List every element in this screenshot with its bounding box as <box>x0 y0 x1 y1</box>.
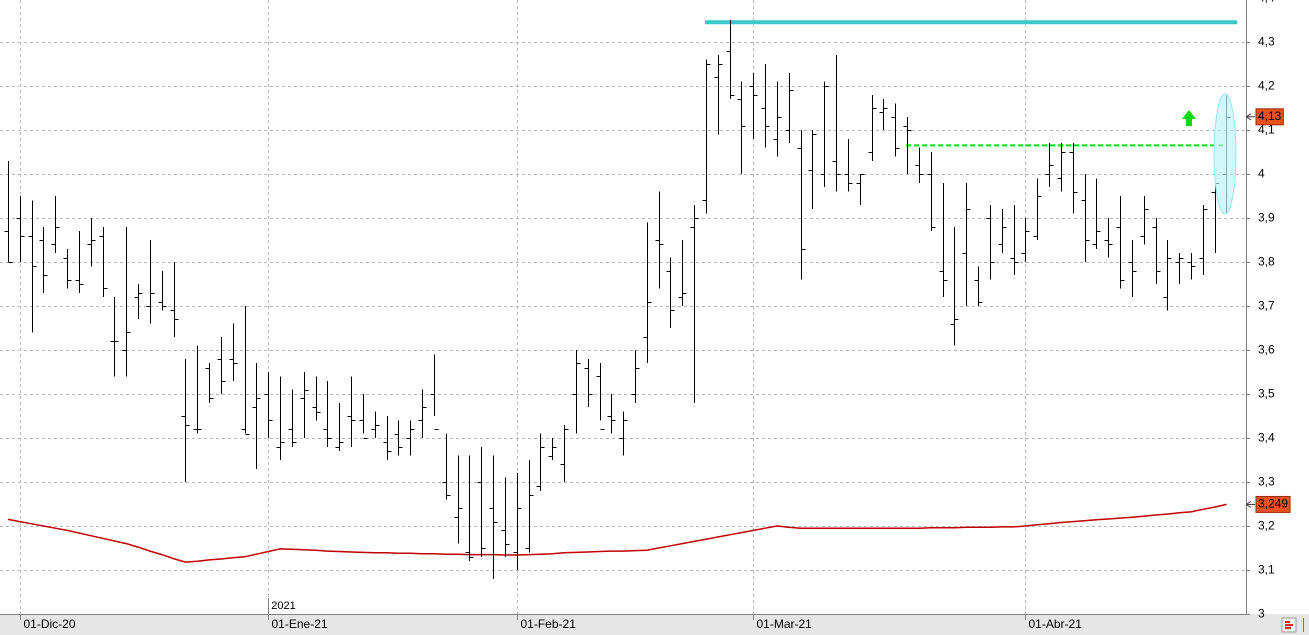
x-tick-label: 01-Ene-21 <box>272 617 328 631</box>
up-arrow <box>1182 110 1196 126</box>
highlight-ellipse <box>1213 93 1237 215</box>
price-tag-pointer <box>1245 501 1255 508</box>
y-tick-label: 3,7 <box>1258 299 1275 313</box>
moving-average <box>7 503 1227 563</box>
y-tick-label: 3,8 <box>1258 255 1275 269</box>
price-tag <box>1255 108 1284 126</box>
y-tick-label: 4 <box>1258 167 1265 181</box>
y-tick-label: 4,3 <box>1258 35 1275 49</box>
y-tick-label: 3,9 <box>1258 211 1275 225</box>
y-tick-label: 3,4 <box>1258 431 1275 445</box>
y-tick-label: 4,2 <box>1258 79 1275 93</box>
price-tag-pointer <box>1245 113 1255 121</box>
axis-layer: 3 3,1 3,2 3,3 3,4 3,5 3,6 3,7 3,8 3,9 4 4,1 4,2 4,3 4,… <box>20 0 1291 631</box>
icon-glyph <box>1285 621 1293 629</box>
x-tick-label: 01-Dic-20 <box>24 617 76 631</box>
x-axis-strip <box>0 614 1309 635</box>
price-tag-label: 3,249 <box>1258 497 1288 511</box>
y-tick-label: 4,1 <box>1258 123 1275 137</box>
y-tick-label: 3,2 <box>1258 519 1275 533</box>
x-tick-label: 01-Abr-21 <box>1029 617 1083 631</box>
y-tick-label: 3,1 <box>1258 563 1275 577</box>
y-tick-label: 3,6 <box>1258 343 1275 357</box>
toolbar-icon[interactable] <box>1281 617 1304 633</box>
y-tick-label: 3,5 <box>1258 387 1275 401</box>
y-tick-label: 4,4 <box>1258 0 1275 5</box>
price-tag-label: 4,13 <box>1258 109 1282 123</box>
x-tick-label: 01-Mar-21 <box>757 617 813 631</box>
grid-layer <box>0 0 1246 615</box>
year-label: 2021 <box>271 600 295 612</box>
y-tick-label: 3 <box>1258 607 1265 621</box>
marks-layer <box>4 20 1237 579</box>
y-tick-label: 3,3 <box>1258 475 1275 489</box>
x-tick-label: 01-Feb-21 <box>521 617 577 631</box>
price-tag <box>1255 495 1291 513</box>
